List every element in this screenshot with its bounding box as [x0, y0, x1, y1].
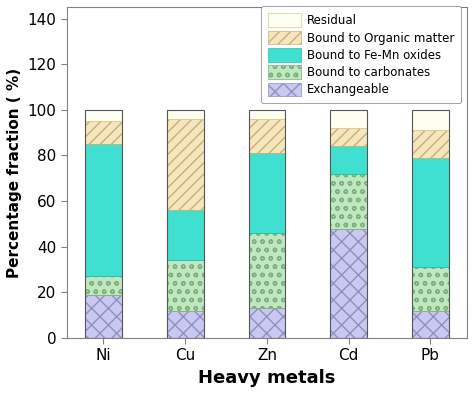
Bar — [412, 110, 449, 338]
Bar — [167, 260, 203, 311]
Bar — [248, 110, 285, 119]
X-axis label: Heavy metals: Heavy metals — [198, 369, 336, 387]
Bar — [85, 295, 122, 338]
Bar — [85, 277, 122, 295]
Bar — [167, 119, 203, 210]
Legend: Residual, Bound to Organic matter, Bound to Fe-Mn oxides, Bound to carbonates, E: Residual, Bound to Organic matter, Bound… — [261, 6, 461, 104]
Bar — [85, 144, 122, 277]
Bar — [412, 311, 449, 338]
Bar — [412, 130, 449, 158]
Bar — [248, 153, 285, 233]
Bar — [248, 110, 285, 338]
Bar — [412, 158, 449, 267]
Bar — [412, 267, 449, 311]
Y-axis label: Percentage fraction ( %): Percentage fraction ( %) — [7, 67, 22, 278]
Bar — [330, 128, 367, 146]
Bar — [330, 146, 367, 174]
Bar — [167, 311, 203, 338]
Bar — [330, 174, 367, 229]
Bar — [85, 121, 122, 144]
Bar — [167, 110, 203, 338]
Bar — [85, 110, 122, 338]
Bar — [248, 233, 285, 309]
Bar — [167, 210, 203, 260]
Bar — [330, 110, 367, 338]
Bar — [248, 309, 285, 338]
Bar — [167, 110, 203, 119]
Bar — [330, 229, 367, 338]
Bar — [330, 110, 367, 128]
Bar — [412, 110, 449, 130]
Bar — [248, 119, 285, 153]
Bar — [85, 110, 122, 121]
